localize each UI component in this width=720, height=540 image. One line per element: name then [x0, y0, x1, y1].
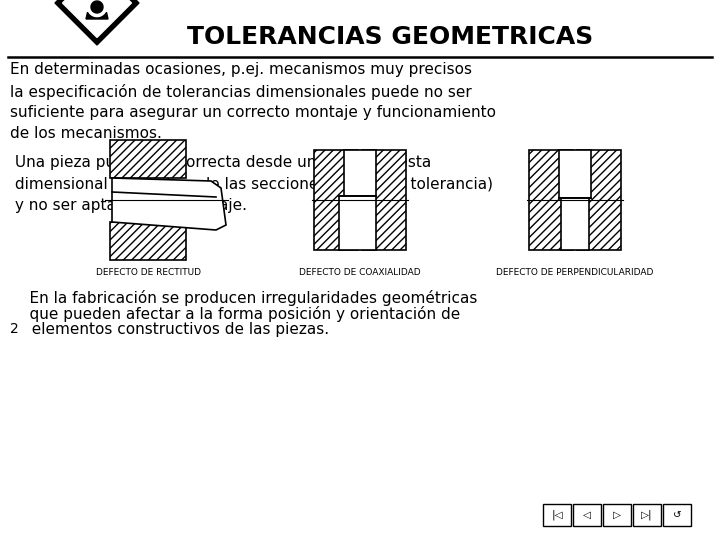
Bar [559, 150, 591, 198]
Text: ◁: ◁ [583, 510, 591, 520]
Text: En determinadas ocasiones, p.ej. mecanismos muy precisos
la especificación de to: En determinadas ocasiones, p.ej. mecanis… [10, 62, 496, 141]
Text: ▷|: ▷| [642, 510, 653, 520]
Text: elementos constructivos de las piezas.: elementos constructivos de las piezas. [22, 322, 329, 337]
Bar [314, 150, 358, 250]
Text: Una pieza puede ser correcta desde un punto de vista
 dimensional (diámetros de : Una pieza puede ser correcta desde un pu… [10, 155, 493, 213]
Bar [362, 150, 406, 250]
Text: DEFECTO DE PERPENDICULARIDAD: DEFECTO DE PERPENDICULARIDAD [496, 268, 654, 277]
Text: DEFECTO DE COAXIALIDAD: DEFECTO DE COAXIALIDAD [300, 268, 420, 277]
Text: 2: 2 [10, 322, 19, 336]
Text: TOLERANCIAS GEOMETRICAS: TOLERANCIAS GEOMETRICAS [187, 25, 593, 49]
Polygon shape [112, 178, 226, 230]
Bar [110, 140, 186, 178]
Bar [561, 198, 589, 250]
Text: DEFECTO DE RECTITUD: DEFECTO DE RECTITUD [96, 268, 200, 277]
Text: En la fabricación se producen irregularidades geométricas: En la fabricación se producen irregulari… [10, 290, 477, 306]
Bar [603, 504, 631, 526]
Text: ↺: ↺ [672, 510, 681, 520]
Bar [577, 150, 621, 250]
Bar [339, 196, 376, 250]
Bar [573, 504, 601, 526]
Polygon shape [86, 12, 108, 19]
Text: ▷: ▷ [613, 510, 621, 520]
Bar [110, 222, 186, 260]
Bar [633, 504, 661, 526]
Text: |◁: |◁ [552, 510, 563, 520]
Bar [543, 504, 571, 526]
Bar [344, 150, 376, 196]
Bar [663, 504, 691, 526]
Polygon shape [91, 1, 103, 13]
Bar [529, 150, 573, 250]
Polygon shape [63, 0, 132, 37]
Polygon shape [55, 0, 139, 45]
Text: que pueden afectar a la forma posición y orientación de: que pueden afectar a la forma posición y… [10, 306, 460, 322]
